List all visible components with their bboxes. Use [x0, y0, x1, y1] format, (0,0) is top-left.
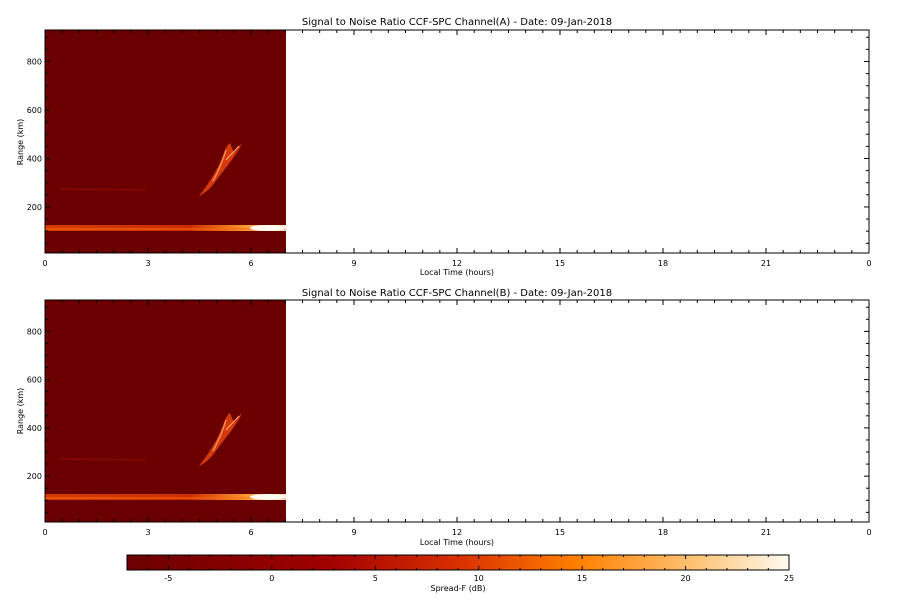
panel-a-y-tick-label: 600: [27, 106, 42, 115]
panel-a-spread-f-plume: [199, 143, 241, 196]
panel-a-x-tick-label: 9: [351, 259, 356, 268]
panel-a-x-tick-label: 3: [145, 259, 150, 268]
panel-b-y-tick-label: 600: [27, 376, 42, 385]
panel-b-x-tick-label: 3: [145, 528, 150, 537]
panel-a-x-tick-label: 15: [555, 259, 565, 268]
colorbar-tick-label: 5: [373, 574, 378, 583]
panel-a-y-tick-label: 200: [27, 203, 42, 212]
panel-b-x-tick-label: 21: [761, 528, 771, 537]
panel-b-y-tick-label: 800: [27, 327, 42, 336]
panel-b-y-tick-label: 400: [27, 424, 42, 433]
panel-a-heatmap-data: [45, 30, 286, 253]
colorbar-ticks: -5 0 5 10 15 20 25: [126, 555, 794, 583]
panel-a-y-axis: 200 400 600 800: [27, 36, 869, 244]
panel-a-y-tick-label: 400: [27, 154, 42, 163]
panel-b-x-tick-label: 12: [452, 528, 462, 537]
panel-a-x-axis: 0 3 6 9 12 15 18 21 0: [42, 30, 872, 268]
colorbar-tick-label: -5: [164, 574, 172, 583]
panel-b-x-tick-label: 18: [658, 528, 668, 537]
panel-a-weak-trace: [59, 188, 146, 191]
colorbar-tick-label: 25: [784, 574, 794, 583]
panel-a-x-label: Local Time (hours): [420, 268, 494, 277]
panel-b-x-label: Local Time (hours): [420, 538, 494, 547]
panel-b-x-tick-label: 0: [866, 528, 871, 537]
panel-a-title: Signal to Noise Ratio CCF-SPC Channel(A)…: [302, 17, 612, 28]
colorbar-tick-label: 20: [680, 574, 690, 583]
panel-b-title: Signal to Noise Ratio CCF-SPC Channel(B)…: [302, 288, 612, 299]
panel-b-x-tick-label: 9: [351, 528, 356, 537]
colorbar-tick-label: 10: [474, 574, 484, 583]
panel-a: Signal to Noise Ratio CCF-SPC Channel(A)…: [16, 17, 872, 277]
panel-b-x-tick-label: 15: [555, 528, 565, 537]
panel-b-y-label: Range (km): [16, 388, 25, 435]
colorbar: -5 0 5 10 15 20 25 Spread-F (dB): [126, 554, 794, 593]
panel-a-x-tick-label: 21: [761, 259, 771, 268]
panel-a-y-label: Range (km): [16, 119, 25, 166]
panel-a-x-tick-label: 0: [42, 259, 47, 268]
panel-b-x-axis: 0 3 6 9 12 15 18 21 0: [42, 300, 872, 537]
panel-b-e-layer-band: [45, 494, 286, 500]
panel-a-x-tick-label: 0: [866, 259, 871, 268]
panel-b-y-tick-label: 200: [27, 472, 42, 481]
panel-b-x-tick-label: 6: [248, 528, 253, 537]
panel-b-y-axis: 200 400 600 800: [27, 306, 869, 513]
colorbar-label: Spread-F (dB): [430, 584, 485, 593]
panel-a-x-tick-label: 12: [452, 259, 462, 268]
panel-a-e-layer-band: [45, 225, 286, 231]
panel-b: Signal to Noise Ratio CCF-SPC Channel(B)…: [16, 288, 872, 547]
panel-a-y-tick-label: 800: [27, 58, 42, 67]
panel-a-x-tick-label: 18: [658, 259, 668, 268]
panel-b-heatmap-data: [45, 300, 286, 522]
colorbar-tick-label: 0: [269, 574, 274, 583]
colorbar-tick-label: 15: [577, 574, 587, 583]
panel-b-weak-trace: [59, 458, 146, 461]
panel-b-spread-f-plume: [199, 413, 241, 466]
colorbar-gradient-bar: [126, 554, 790, 571]
panel-a-x-tick-label: 6: [248, 259, 253, 268]
panel-b-x-tick-label: 0: [42, 528, 47, 537]
